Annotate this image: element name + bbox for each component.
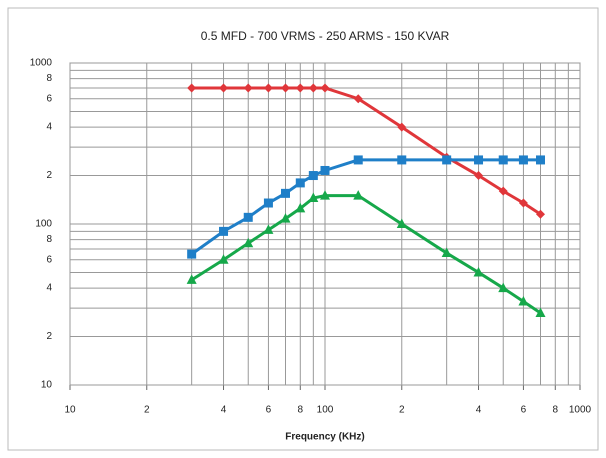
- y-tick-label: 2: [46, 170, 52, 181]
- y-tick-label: 1000: [30, 58, 53, 69]
- x-tick-label: 100: [317, 405, 334, 416]
- marker: [243, 237, 254, 248]
- marker: [186, 274, 197, 284]
- y-tick-label: 10: [41, 380, 53, 391]
- marker: [498, 282, 509, 293]
- marker: [535, 307, 546, 318]
- marker: [243, 83, 253, 93]
- marker: [442, 155, 452, 165]
- marker: [280, 213, 291, 223]
- y-tick-label: 4: [46, 283, 52, 294]
- marker: [320, 190, 330, 200]
- marker: [518, 198, 528, 208]
- y-tick-label: 8: [46, 73, 52, 84]
- marker: [281, 188, 290, 198]
- x-tick-label: 1000: [569, 405, 592, 416]
- chart-title: 0.5 MFD - 700 VRMS - 250 ARMS - 150 KVAR: [201, 29, 450, 43]
- marker: [187, 249, 197, 259]
- marker: [474, 155, 484, 165]
- x-tick-label: 2: [144, 405, 150, 416]
- y-tick-label: 100: [35, 219, 52, 230]
- x-tick-label: 6: [521, 405, 527, 416]
- x-tick-label: 4: [476, 405, 482, 416]
- marker: [219, 226, 229, 236]
- marker: [353, 155, 363, 165]
- x-tick-label: 10: [64, 405, 76, 416]
- marker: [474, 171, 484, 181]
- marker: [243, 212, 253, 222]
- marker: [295, 83, 305, 93]
- marker: [308, 192, 319, 203]
- marker: [518, 296, 529, 306]
- marker: [498, 186, 508, 196]
- x-axis-label: Frequency (KHz): [285, 432, 364, 443]
- marker: [263, 83, 273, 93]
- marker: [320, 83, 330, 93]
- x-tick-label: 4: [221, 405, 227, 416]
- y-tick-label: 6: [46, 93, 52, 104]
- marker: [353, 94, 363, 104]
- marker: [397, 122, 407, 132]
- marker: [518, 155, 528, 165]
- marker: [320, 165, 330, 175]
- marker: [473, 266, 484, 277]
- y-tick-label: 8: [46, 234, 52, 245]
- marker: [441, 247, 452, 258]
- x-tick-label: 8: [298, 405, 304, 416]
- marker: [281, 83, 290, 93]
- x-tick-label: 6: [266, 405, 272, 416]
- marker: [218, 254, 229, 264]
- marker: [397, 155, 407, 165]
- marker: [295, 202, 306, 213]
- x-tick-label: 8: [553, 405, 559, 416]
- x-tick-label: 2: [399, 405, 405, 416]
- marker: [263, 224, 274, 234]
- marker: [308, 171, 318, 181]
- marker: [536, 209, 545, 219]
- marker: [219, 83, 229, 93]
- y-tick-label: 4: [46, 122, 52, 133]
- marker: [308, 83, 318, 93]
- marker: [353, 190, 364, 200]
- marker: [536, 155, 545, 165]
- y-tick-label: 2: [46, 331, 52, 342]
- marker: [498, 155, 508, 165]
- y-tick-label: 6: [46, 254, 52, 265]
- marker: [187, 83, 197, 93]
- marker: [263, 198, 273, 208]
- marker: [295, 178, 305, 188]
- marker: [396, 218, 407, 228]
